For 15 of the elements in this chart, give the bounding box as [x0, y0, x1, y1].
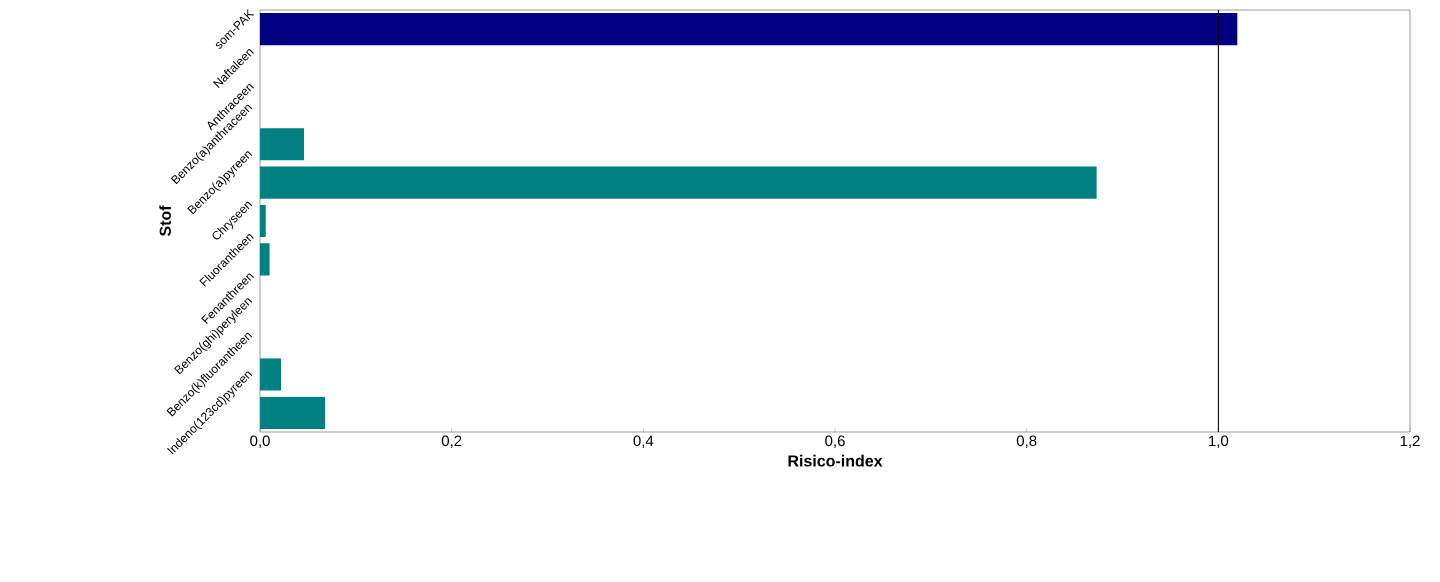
x-tick-label: 0,0 [250, 435, 270, 448]
x-tick-label: 0,2 [441, 435, 462, 448]
bar [260, 396, 326, 429]
bar [260, 358, 282, 391]
bar [260, 13, 1238, 46]
bar [260, 243, 270, 276]
y-axis-title: Stof [159, 205, 171, 237]
x-tick-label: 0,4 [633, 435, 654, 448]
x-tick-label: 0,6 [825, 435, 845, 448]
x-axis-title: Risico-index [788, 454, 883, 467]
x-tick-label: 1,0 [1209, 435, 1229, 448]
x-tick-label: 1,2 [1400, 435, 1420, 448]
bar [260, 166, 1097, 199]
bar [260, 128, 305, 161]
x-tick-label: 0,8 [1016, 435, 1037, 448]
